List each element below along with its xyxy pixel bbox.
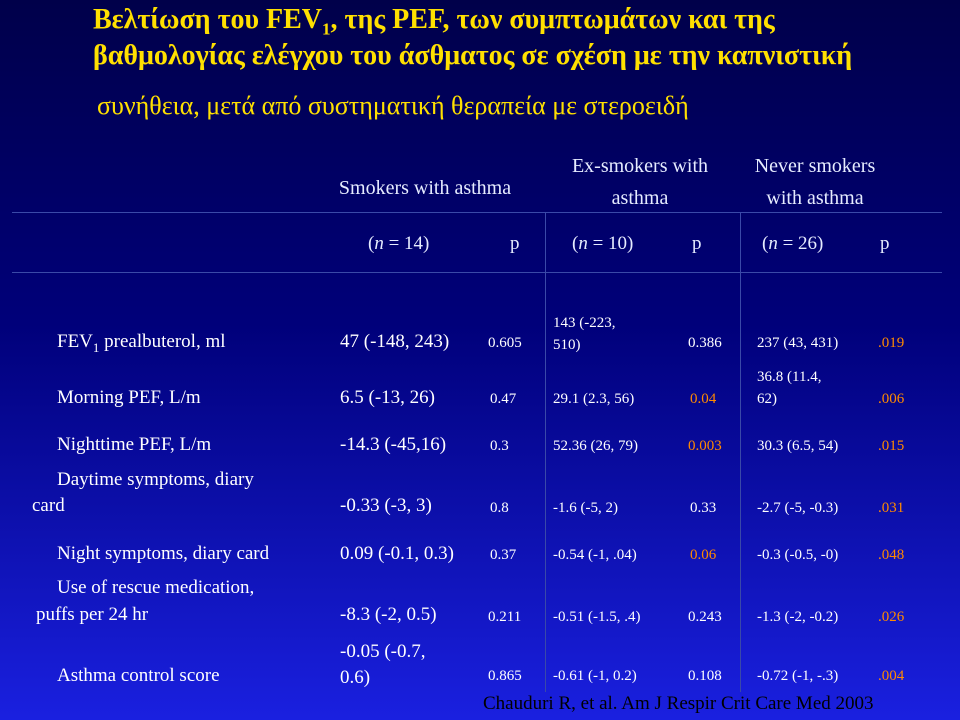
vertical-rule-1 [545, 212, 546, 692]
n-value: = 10) [587, 233, 634, 254]
cell-smokers-value: 6.5 (-13, 26) [340, 387, 435, 408]
paren: ( [368, 233, 375, 254]
title-text-b: , της PEF, των συμπτωμάτων και της [330, 4, 775, 35]
group-header-line: Never smokers [754, 155, 876, 177]
cell-never-value: -0.72 (-1, -.3) [757, 668, 839, 684]
cell-smokers-p: 0.37 [490, 547, 517, 563]
cell-never-value: 36.8 (11.4, 62) [757, 366, 821, 410]
slide-title-line-2: βαθμολογίας ελέγχου του άσθματος σε σχέσ… [93, 40, 853, 71]
n-symbol: n [768, 233, 778, 254]
subheader-rule [12, 272, 942, 273]
cell-never-value: -0.3 (-0.5, -0) [757, 547, 839, 563]
cell-smokers-p: 0.865 [488, 668, 522, 684]
value-line: 0.6) [340, 667, 371, 688]
cell-ex-p: 0.33 [690, 500, 717, 516]
row-label-rescue-medication-cont: puffs per 24 hr [36, 604, 149, 625]
cell-never-p: .004 [878, 668, 905, 684]
cell-ex-value: 29.1 (2.3, 56) [553, 391, 635, 407]
cell-smokers-p: 0.47 [490, 391, 517, 407]
group-header-never-smokers: Never smokers with asthma [735, 150, 895, 214]
cell-ex-value: 143 (-223, 510) [553, 312, 616, 356]
cell-smokers-value: -14.3 (-45,16) [340, 434, 447, 455]
row-label-daytime-symptoms-cont: card [32, 495, 65, 516]
cell-smokers-value: 47 (-148, 243) [340, 331, 450, 352]
p-header-3: p [880, 233, 890, 254]
cell-never-p: .006 [878, 391, 905, 407]
cell-never-value: -2.7 (-5, -0.3) [757, 500, 839, 516]
cell-ex-p: 0.108 [688, 668, 722, 684]
n-ex-smokers: (n = 10) [572, 233, 633, 255]
cell-ex-value: -0.51 (-1.5, .4) [553, 609, 641, 625]
row-label-morning-pef: Morning PEF, L/m [57, 387, 201, 408]
value-line: -0.05 (-0.7, [340, 641, 426, 662]
n-value: = 26) [777, 233, 824, 254]
cell-smokers-p: 0.3 [490, 438, 509, 454]
cell-never-p: .015 [878, 438, 905, 454]
cell-never-p: .031 [878, 500, 905, 516]
n-symbol: n [374, 233, 384, 254]
cell-never-p: .019 [878, 335, 905, 351]
cell-ex-p: 0.243 [688, 609, 722, 625]
title-text-a: Βελτίωση του FEV [93, 4, 323, 35]
row-label-nighttime-pef: Nighttime PEF, L/m [57, 434, 212, 455]
cell-smokers-p: 0.211 [488, 609, 522, 625]
p-header-1: p [510, 233, 520, 254]
header-rule-left [12, 212, 942, 213]
cell-never-value: 237 (43, 431) [757, 335, 839, 351]
group-header-line: asthma [611, 187, 669, 209]
row-label-asthma-control-score: Asthma control score [57, 665, 220, 686]
cell-ex-value: -0.61 (-1, 0.2) [553, 668, 637, 684]
cell-ex-p: 0.04 [690, 391, 717, 407]
n-value: = 14) [383, 233, 430, 254]
value-line: 510) [553, 337, 581, 353]
title-subscript: 1 [322, 19, 331, 39]
label-subscript: 1 [92, 339, 100, 355]
cell-ex-value: 52.36 (26, 79) [553, 438, 638, 454]
cell-ex-p: 0.06 [690, 547, 717, 563]
row-label-rescue-medication: Use of rescue medication, [57, 577, 255, 598]
cell-ex-value: -0.54 (-1, .04) [553, 547, 637, 563]
cell-never-p: .048 [878, 547, 905, 563]
cell-smokers-p: 0.8 [490, 500, 509, 516]
row-label-night-symptoms: Night symptoms, diary card [57, 543, 270, 564]
slide-title-line-1: Βελτίωση του FEV1, της PEF, των συμπτωμά… [93, 4, 775, 40]
p-header-2: p [692, 233, 702, 254]
cell-smokers-value: -8.3 (-2, 0.5) [340, 604, 437, 625]
group-header-ex-smokers: Ex-smokers with asthma [550, 150, 730, 214]
value-line: 36.8 (11.4, [757, 369, 822, 385]
cell-smokers-value: 0.09 (-0.1, 0.3) [340, 543, 454, 564]
paren: ( [762, 233, 769, 254]
group-header-smokers: Smokers with asthma [320, 172, 530, 204]
n-smokers: (n = 14) [368, 233, 429, 255]
group-header-line: Smokers with asthma [338, 177, 512, 199]
row-label-fev1: FEV1 prealbuterol, ml [57, 331, 226, 356]
paren: ( [572, 233, 579, 254]
slide-title-line-3: συνήθεια, μετά από συστηματική θεραπεία … [97, 91, 689, 120]
label-text: FEV [57, 331, 93, 352]
group-header-line: Ex-smokers with [571, 155, 709, 177]
value-line: 143 (-223, [553, 315, 616, 331]
cell-ex-value: -1.6 (-5, 2) [553, 500, 618, 516]
vertical-rule-2 [740, 212, 741, 692]
citation: Chauduri R, et al. Am J Respir Crit Care… [483, 693, 874, 714]
cell-ex-p: 0.386 [688, 335, 722, 351]
cell-smokers-value: -0.33 (-3, 3) [340, 495, 432, 516]
cell-smokers-value: -0.05 (-0.7, 0.6) [340, 639, 425, 691]
n-symbol: n [578, 233, 588, 254]
cell-never-value: 30.3 (6.5, 54) [757, 438, 839, 454]
group-header-line: with asthma [766, 187, 864, 209]
n-never-smokers: (n = 26) [762, 233, 823, 255]
cell-never-value: -1.3 (-2, -0.2) [757, 609, 839, 625]
cell-ex-p: 0.003 [688, 438, 722, 454]
row-label-daytime-symptoms: Daytime symptoms, diary [57, 469, 254, 490]
cell-smokers-p: 0.605 [488, 335, 522, 351]
cell-never-p: .026 [878, 609, 905, 625]
value-line: 62) [757, 391, 777, 407]
label-text-rest: prealbuterol, ml [99, 331, 226, 352]
